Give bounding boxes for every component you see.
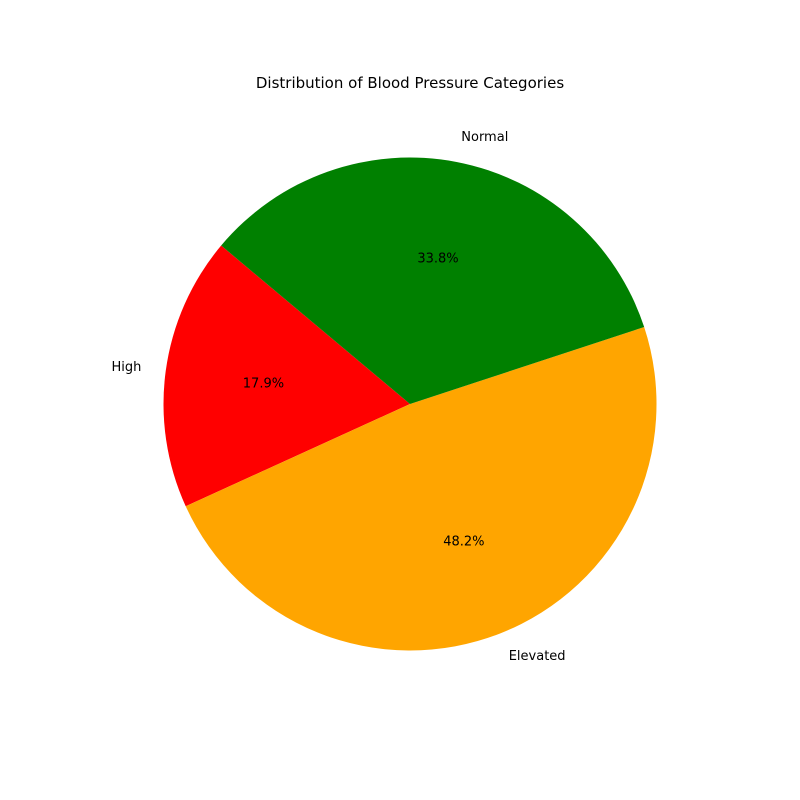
pie-slice-normal bbox=[221, 157, 645, 404]
pie-slice-elevated bbox=[185, 327, 657, 651]
pie-labels: 17.9% High 48.2% Elevated 33.8% Normal bbox=[111, 130, 565, 664]
pie-slices bbox=[163, 157, 657, 651]
pie-percent-label-high: 17.9% bbox=[243, 377, 284, 392]
pie-percent-label-normal: 33.8% bbox=[417, 251, 458, 266]
pie-category-label-elevated: Elevated bbox=[509, 649, 566, 664]
pie-category-label-normal: Normal bbox=[461, 130, 508, 145]
pie-category-label-high: High bbox=[111, 360, 141, 375]
pie-slice-high bbox=[163, 245, 410, 507]
chart-title: Distribution of Blood Pressure Categorie… bbox=[256, 74, 564, 92]
pie-percent-label-elevated: 48.2% bbox=[443, 534, 484, 549]
